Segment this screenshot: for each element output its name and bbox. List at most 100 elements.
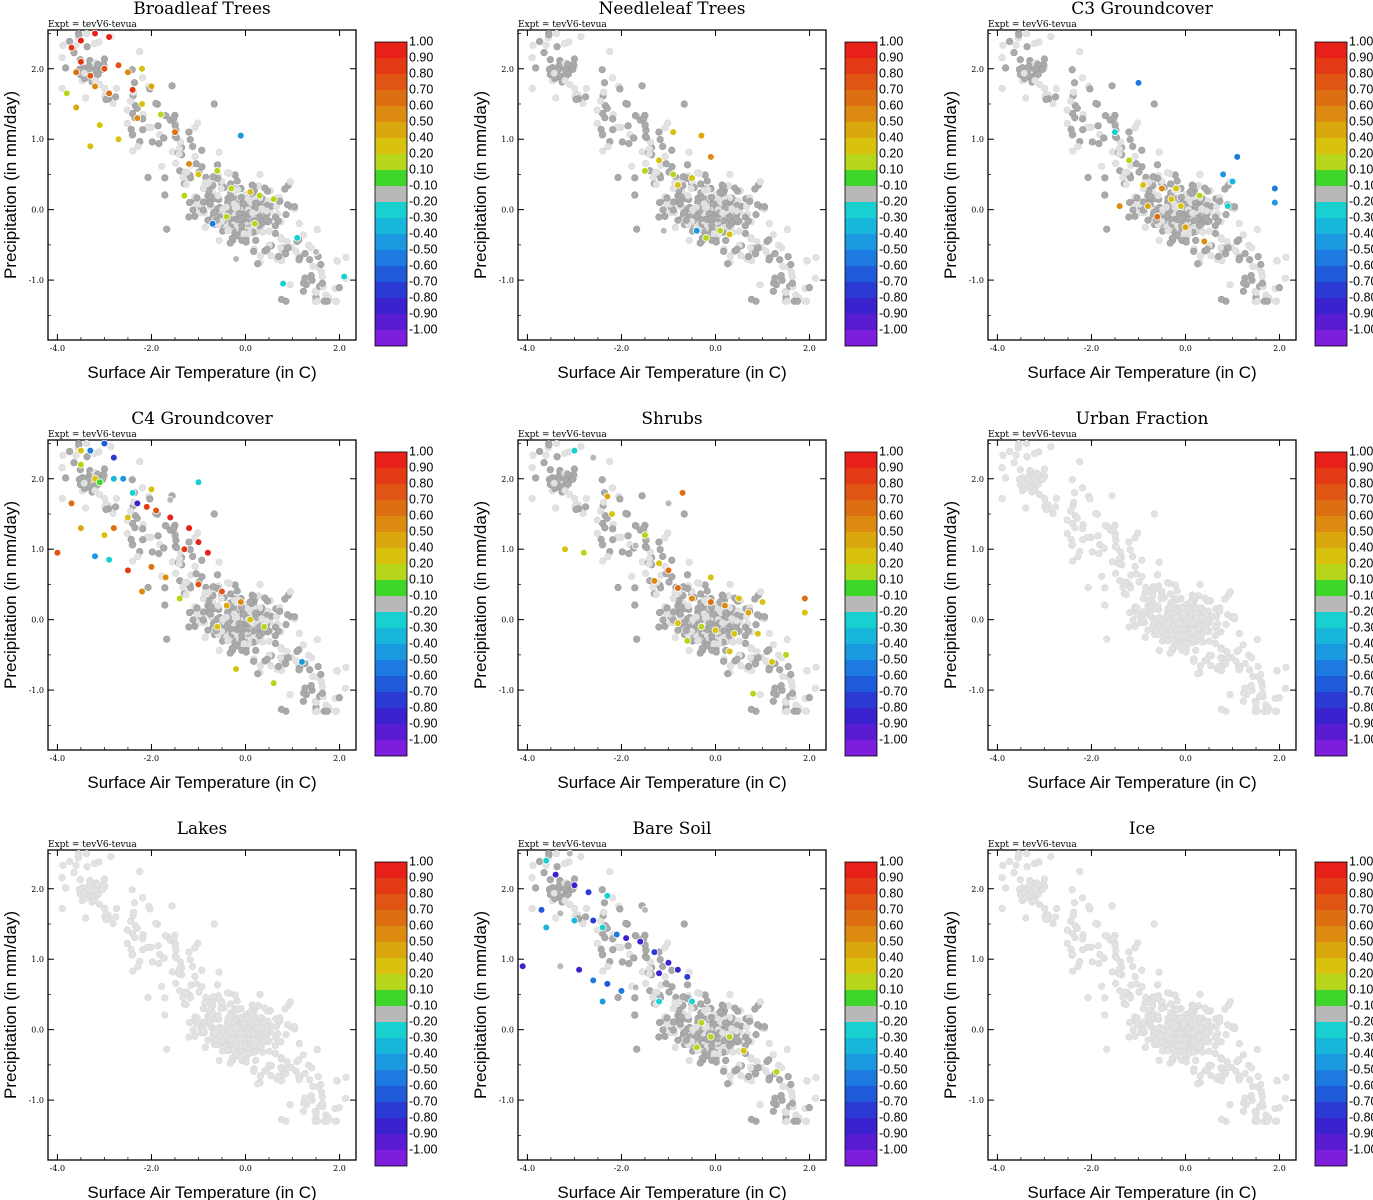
scatter-point-grey bbox=[604, 552, 612, 561]
scatter-point-grey bbox=[1164, 169, 1172, 177]
scatter-point-grey bbox=[1235, 646, 1243, 654]
colorbar-swatch bbox=[845, 580, 877, 596]
scatter-point-colored bbox=[269, 195, 278, 203]
scatter-point-grey bbox=[249, 1002, 257, 1010]
experiment-label: Expt = tevV6-tevua bbox=[518, 840, 607, 850]
scatter-point-colored bbox=[204, 548, 212, 557]
scatter-point-grey bbox=[261, 594, 269, 602]
scatter-point-grey bbox=[1252, 698, 1260, 707]
scatter-point-grey bbox=[720, 217, 728, 225]
scatter-point-grey bbox=[323, 297, 332, 305]
scatter-point-grey bbox=[765, 629, 773, 638]
scatter-point-grey bbox=[776, 666, 784, 674]
colorbar-swatch bbox=[375, 106, 407, 122]
colorbar-swatch bbox=[845, 202, 877, 218]
scatter-point-grey bbox=[1180, 640, 1188, 648]
scatter-point-grey bbox=[323, 1117, 332, 1125]
scatter-point-grey bbox=[1131, 212, 1139, 220]
scatter-point-grey bbox=[741, 639, 749, 648]
scatter-point-grey bbox=[219, 615, 227, 623]
colorbar-label: -0.90 bbox=[879, 306, 908, 320]
scatter-point-grey bbox=[746, 1017, 754, 1025]
scatter-point-colored bbox=[1228, 177, 1237, 186]
scatter-point-grey bbox=[633, 1045, 641, 1053]
scatter-point-grey bbox=[161, 191, 169, 199]
scatter-point-colored bbox=[674, 965, 682, 974]
scatter-point-grey bbox=[719, 592, 727, 600]
scatter-point-grey bbox=[769, 231, 777, 239]
scatter-point-grey bbox=[107, 443, 115, 451]
scatter-point-grey bbox=[722, 1056, 730, 1064]
colorbar: 1.000.900.800.700.600.500.400.200.10-0.1… bbox=[374, 444, 438, 757]
scatter-point-grey bbox=[1088, 138, 1096, 146]
scatter-point-grey bbox=[1203, 655, 1211, 664]
scatter-point-grey bbox=[263, 245, 271, 254]
scatter-point-grey bbox=[760, 1023, 769, 1031]
scatter-point-grey bbox=[111, 93, 120, 101]
scatter-point-grey bbox=[642, 979, 650, 987]
scatter-point-colored bbox=[114, 61, 123, 70]
scatter-point-grey bbox=[1217, 654, 1225, 662]
scatter-point-grey bbox=[665, 988, 673, 996]
experiment-label: Expt = tevV6-tevua bbox=[518, 20, 607, 30]
scatter-point-grey bbox=[531, 474, 540, 482]
scatter-point-grey bbox=[1189, 182, 1197, 190]
scatter-point-grey bbox=[136, 457, 144, 466]
scatter-point-grey bbox=[631, 994, 639, 1002]
colorbar-label: 0.80 bbox=[879, 66, 903, 80]
scatter-point-colored bbox=[77, 460, 85, 469]
y-tick-label: 2.0 bbox=[31, 475, 44, 484]
scatter-point-grey bbox=[1047, 443, 1055, 451]
scatter-point-grey bbox=[333, 1076, 341, 1085]
scatter-point-grey bbox=[1182, 238, 1190, 246]
scatter-point-grey bbox=[1070, 79, 1079, 87]
scatter-point-grey bbox=[631, 1011, 639, 1019]
scatter-point-colored bbox=[222, 212, 231, 221]
colorbar-swatch bbox=[375, 1118, 407, 1134]
scatter-point-grey bbox=[1041, 494, 1049, 503]
scatter-point-grey bbox=[286, 178, 294, 186]
scatter-point-colored bbox=[580, 548, 588, 557]
scatter-point-grey bbox=[306, 1076, 314, 1084]
scatter-point-grey bbox=[742, 1022, 751, 1031]
scatter-point-grey bbox=[215, 1056, 223, 1065]
scatter-point-grey bbox=[651, 168, 659, 176]
scatter-point-grey bbox=[129, 147, 137, 155]
colorbar-label: 0.20 bbox=[409, 146, 433, 160]
scatter-point-grey bbox=[552, 94, 560, 102]
colorbar-swatch bbox=[375, 74, 407, 90]
scatter-point-grey bbox=[274, 627, 282, 635]
scatter-point-grey bbox=[256, 580, 264, 589]
scatter-point-grey bbox=[1138, 146, 1146, 154]
colorbar-swatch bbox=[375, 1134, 407, 1150]
scatter-point-grey bbox=[683, 161, 692, 169]
scatter-point-grey bbox=[246, 1008, 254, 1016]
scatter-point-grey bbox=[246, 598, 254, 606]
scatter-point-colored bbox=[133, 114, 142, 122]
colorbar-swatch bbox=[845, 186, 877, 202]
scatter-point-grey bbox=[769, 287, 777, 295]
scatter-point-grey bbox=[553, 43, 561, 51]
colorbar-label: -1.00 bbox=[409, 1142, 438, 1156]
scatter-point-grey bbox=[82, 504, 90, 512]
scatter-point-grey bbox=[606, 47, 614, 56]
scatter-point-grey bbox=[1174, 596, 1182, 604]
scatter-point-grey bbox=[564, 60, 572, 68]
scatter-point-grey bbox=[1153, 571, 1162, 579]
scatter-point-grey bbox=[307, 1092, 315, 1100]
colorbar-label: 0.10 bbox=[1349, 572, 1373, 586]
scatter-point-grey bbox=[618, 548, 626, 556]
scatter-point-grey bbox=[702, 203, 711, 211]
scatter-point-grey bbox=[195, 988, 203, 996]
scatter-point-grey bbox=[577, 853, 585, 861]
scatter-point-grey bbox=[998, 54, 1006, 62]
scatter-point-grey bbox=[191, 212, 199, 220]
y-tick-label: 1.0 bbox=[31, 955, 44, 964]
scatter-point-grey bbox=[308, 654, 316, 662]
scatter-point-grey bbox=[1167, 590, 1175, 598]
scatter-point-grey bbox=[1126, 135, 1134, 144]
scatter-point-grey bbox=[579, 919, 587, 928]
scatter-point-grey bbox=[282, 250, 290, 258]
scatter-point-grey bbox=[1258, 279, 1267, 287]
scatter-point-colored bbox=[697, 131, 706, 140]
